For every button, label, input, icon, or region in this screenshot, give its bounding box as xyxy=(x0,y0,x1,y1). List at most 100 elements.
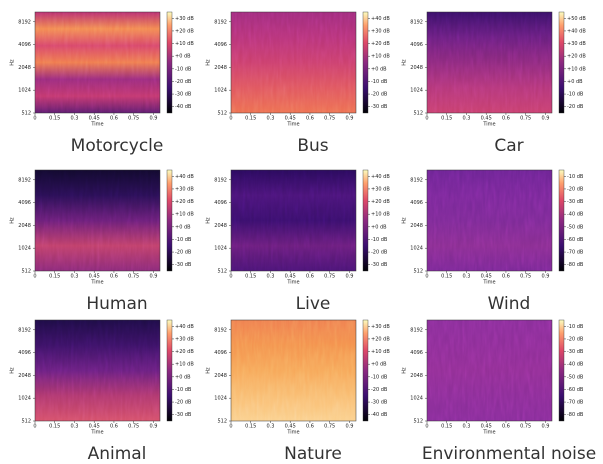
colorbar-tick-label: +10 dB xyxy=(567,66,586,72)
colorbar xyxy=(559,12,564,113)
panel-title: Animal xyxy=(88,444,147,464)
colorbar-tick-label: -20 dB xyxy=(371,387,388,393)
colorbar-tick-label: +30 dB xyxy=(371,28,390,34)
y-tick-label: 512 xyxy=(21,419,31,425)
y-tick-label: 2048 xyxy=(214,223,227,229)
panel: 00.150.30.450.60.750.9Time51210242048409… xyxy=(10,12,195,156)
y-tick-label: 8192 xyxy=(410,177,423,183)
x-tick-label: 0.75 xyxy=(520,274,531,280)
colorbar-tick-label: -80 dB xyxy=(567,262,584,268)
colorbar-tick-label: -20 dB xyxy=(567,104,584,110)
colorbar-tick-label: -30 dB xyxy=(175,412,192,418)
x-tick-label: 0 xyxy=(33,116,36,122)
y-tick-label: 512 xyxy=(217,111,227,117)
y-tick-label: 8192 xyxy=(214,327,227,333)
colorbar-tick-label: +0 dB xyxy=(567,79,583,85)
x-tick-label: 0 xyxy=(33,274,36,280)
colorbar-tick-label: +20 dB xyxy=(371,41,390,47)
y-tick-label: 8192 xyxy=(18,177,31,183)
x-tick-label: 0.3 xyxy=(266,424,274,430)
x-tick-label: 0.9 xyxy=(541,116,549,122)
x-tick-label: 0.6 xyxy=(110,424,118,430)
y-tick-label: 4096 xyxy=(410,42,423,48)
x-tick-label: 0.6 xyxy=(502,424,510,430)
x-tick-label: 0.6 xyxy=(110,274,118,280)
y-tick-label: 1024 xyxy=(214,396,227,402)
x-tick-label: 0.3 xyxy=(462,274,470,280)
y-tick-label: 2048 xyxy=(410,65,423,71)
y-tick-label: 2048 xyxy=(410,223,423,229)
colorbar-tick-label: +0 dB xyxy=(371,224,387,230)
colorbar-tick-label: +10 dB xyxy=(371,54,390,60)
x-tick-label: 0.75 xyxy=(520,116,531,122)
colorbar-tick-label: +30 dB xyxy=(567,41,586,47)
panel-title: Bus xyxy=(297,136,328,156)
y-tick-label: 1024 xyxy=(410,396,423,402)
panel: 00.150.30.450.60.750.9Time51210242048409… xyxy=(402,12,587,156)
x-tick-label: 0.75 xyxy=(324,274,335,280)
x-tick-label: 0.75 xyxy=(324,424,335,430)
y-tick-label: 4096 xyxy=(214,350,227,356)
x-tick-label: 0.9 xyxy=(149,116,157,122)
colorbar-tick-label: -60 dB xyxy=(567,237,584,243)
x-tick-label: 0.3 xyxy=(462,424,470,430)
x-tick-label: 0.9 xyxy=(149,274,157,280)
x-tick-label: 0.9 xyxy=(345,424,353,430)
colorbar-tick-label: +20 dB xyxy=(371,199,390,205)
x-tick-label: 0.15 xyxy=(49,424,60,430)
y-tick-label: 1024 xyxy=(214,246,227,252)
colorbar-tick-label: +30 dB xyxy=(371,186,390,192)
colorbar-tick-label: +40 dB xyxy=(371,174,390,180)
x-tick-label: 0.15 xyxy=(441,116,452,122)
spectrogram-texture xyxy=(231,320,356,421)
colorbar-tick-label: +0 dB xyxy=(371,66,387,72)
x-tick-label: 0.9 xyxy=(345,116,353,122)
colorbar-tick-label: -10 dB xyxy=(567,174,584,180)
x-tick-label: 0.6 xyxy=(306,274,314,280)
colorbar-tick-label: +20 dB xyxy=(567,54,586,60)
x-tick-label: 0.15 xyxy=(245,116,256,122)
y-tick-label: 4096 xyxy=(214,42,227,48)
colorbar-tick-label: -20 dB xyxy=(567,336,584,342)
colorbar-tick-label: -30 dB xyxy=(567,349,584,355)
y-axis-label: Hz xyxy=(206,217,212,224)
y-tick-label: 4096 xyxy=(410,350,423,356)
panel-title: Wind xyxy=(488,294,531,314)
y-tick-label: 4096 xyxy=(18,350,31,356)
panel-title: Live xyxy=(296,294,331,314)
colorbar-tick-label: -20 dB xyxy=(175,250,192,256)
colorbar xyxy=(559,170,564,271)
x-tick-label: 0.6 xyxy=(502,116,510,122)
colorbar-tick-label: +40 dB xyxy=(175,174,194,180)
y-tick-label: 512 xyxy=(217,419,227,425)
spectrogram-texture xyxy=(35,320,160,421)
y-tick-label: 1024 xyxy=(18,246,31,252)
colorbar-tick-label: -40 dB xyxy=(567,212,584,218)
y-tick-label: 1024 xyxy=(214,88,227,94)
x-tick-label: 0.9 xyxy=(149,424,157,430)
colorbar-tick-label: -40 dB xyxy=(567,362,584,368)
colorbar xyxy=(363,12,368,113)
y-tick-label: 1024 xyxy=(410,88,423,94)
colorbar-tick-label: -20 dB xyxy=(175,400,192,406)
colorbar-tick-label: +10 dB xyxy=(371,212,390,218)
colorbar-tick-label: -70 dB xyxy=(567,250,584,256)
colorbar xyxy=(559,320,564,421)
spectrogram-texture xyxy=(35,170,160,271)
panel-title: Car xyxy=(494,136,523,156)
colorbar-tick-label: -20 dB xyxy=(371,250,388,256)
colorbar-tick-label: +10 dB xyxy=(175,362,194,368)
colorbar xyxy=(363,170,368,271)
x-tick-label: 0.3 xyxy=(266,116,274,122)
x-tick-label: 0.75 xyxy=(520,424,531,430)
colorbar-tick-label: +0 dB xyxy=(175,374,191,380)
y-tick-label: 512 xyxy=(21,269,31,275)
y-tick-label: 2048 xyxy=(18,65,31,71)
spectrogram-texture xyxy=(35,12,160,113)
colorbar-tick-label: +40 dB xyxy=(175,324,194,330)
x-tick-label: 0.75 xyxy=(128,274,139,280)
panel-title: Motorcycle xyxy=(71,136,164,156)
y-tick-label: 512 xyxy=(413,111,423,117)
colorbar-tick-label: -30 dB xyxy=(175,92,192,98)
